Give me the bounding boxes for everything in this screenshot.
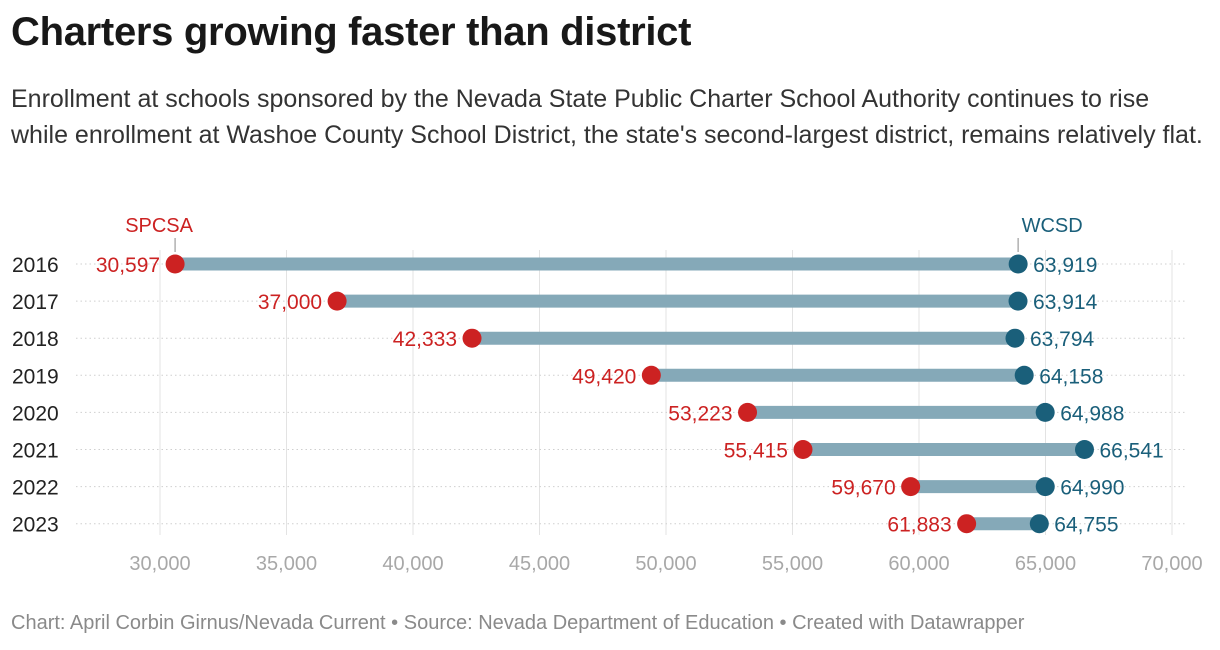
y-tick-label: 2021 — [12, 440, 59, 463]
x-tick-label: 55,000 — [762, 553, 823, 575]
wcsd-value-label: 63,919 — [1033, 254, 1097, 277]
x-tick-label: 35,000 — [256, 553, 317, 575]
spcsa-point — [165, 254, 185, 274]
spcsa-value-label: 37,000 — [258, 291, 322, 314]
wcsd-point — [1008, 291, 1028, 311]
wcsd-value-label: 64,755 — [1054, 514, 1118, 537]
legend-spcsa: SPCSA — [125, 215, 193, 237]
spcsa-point — [793, 440, 813, 459]
wcsd-value-label: 63,794 — [1030, 328, 1095, 351]
wcsd-point — [1074, 440, 1094, 459]
spcsa-point — [957, 514, 977, 534]
spcsa-value-label: 42,333 — [393, 328, 457, 351]
x-axis: 30,000 35,000 40,000 45,000 50,000 55,000 60,0… — [129, 553, 1202, 575]
legend: SPCSA WCSD — [125, 215, 1083, 252]
source-note: Source: Nevada Department of Education — [403, 612, 774, 634]
wcsd-value-label: 63,914 — [1033, 291, 1098, 314]
x-tick-label: 70,000 — [1141, 553, 1202, 575]
spcsa-value-label: 53,223 — [668, 402, 732, 425]
spcsa-value-label: 55,415 — [724, 440, 788, 463]
wcsd-point — [1008, 254, 1028, 274]
wcsd-value-label: 64,990 — [1060, 477, 1124, 500]
y-axis: 2016 2017 2018 2019 2020 2021 2022 2023 — [12, 254, 59, 537]
y-tick-label: 2022 — [12, 477, 59, 500]
wcsd-value-label: 64,988 — [1060, 402, 1124, 425]
data-labels: 30,597 63,919 37,000 63,914 42,333 63,794 49,4… — [96, 254, 1164, 537]
wcsd-value-label: 64,158 — [1039, 365, 1103, 388]
x-tick-label: 45,000 — [509, 553, 570, 575]
y-tick-label: 2016 — [12, 254, 59, 277]
x-tick-label: 30,000 — [129, 553, 190, 575]
x-tick-label: 60,000 — [888, 553, 949, 575]
data-points — [165, 254, 1094, 534]
chart-subtitle: Enrollment at schools sponsored by the N… — [11, 85, 1203, 149]
spcsa-point — [901, 477, 921, 497]
spcsa-value-label: 59,670 — [831, 477, 895, 500]
spcsa-point — [641, 365, 661, 385]
range-bars — [175, 257, 1085, 531]
legend-wcsd: WCSD — [1022, 215, 1083, 237]
spcsa-point — [462, 328, 482, 348]
x-tick-label: 50,000 — [635, 553, 696, 575]
dot-range-chart: 30,000 35,000 40,000 45,000 50,000 55,000 60,0… — [12, 215, 1203, 575]
y-tick-label: 2019 — [12, 365, 59, 388]
x-tick-label: 65,000 — [1015, 553, 1076, 575]
wcsd-point — [1005, 328, 1025, 348]
tool-credit: Created with Datawrapper — [792, 612, 1025, 634]
x-tick-label: 40,000 — [382, 553, 443, 575]
spcsa-point — [327, 291, 347, 311]
y-tick-label: 2017 — [12, 291, 59, 314]
spcsa-value-label: 30,597 — [96, 254, 160, 277]
wcsd-point — [1014, 365, 1034, 385]
spcsa-value-label: 61,883 — [887, 514, 951, 537]
wcsd-value-label: 66,541 — [1099, 440, 1163, 463]
wcsd-point — [1035, 477, 1055, 497]
spcsa-point — [738, 402, 758, 422]
chart-title: Charters growing faster than district — [11, 10, 692, 54]
spcsa-value-label: 49,420 — [572, 365, 636, 388]
chart-notes: Chart: April Corbin Girnus/Nevada Curren… — [11, 612, 1024, 635]
chart-credit: Chart: April Corbin Girnus/Nevada Curren… — [11, 612, 386, 634]
notes-separator: • — [391, 612, 399, 634]
wcsd-point — [1035, 402, 1055, 422]
y-tick-label: 2020 — [12, 402, 59, 425]
notes-separator: • — [779, 612, 787, 634]
wcsd-point — [1029, 514, 1049, 534]
y-tick-label: 2023 — [12, 514, 59, 537]
y-tick-label: 2018 — [12, 328, 59, 351]
